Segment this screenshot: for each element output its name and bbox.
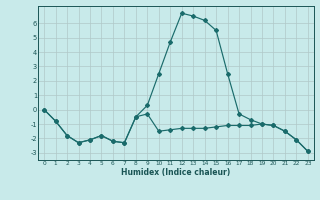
X-axis label: Humidex (Indice chaleur): Humidex (Indice chaleur) bbox=[121, 168, 231, 177]
